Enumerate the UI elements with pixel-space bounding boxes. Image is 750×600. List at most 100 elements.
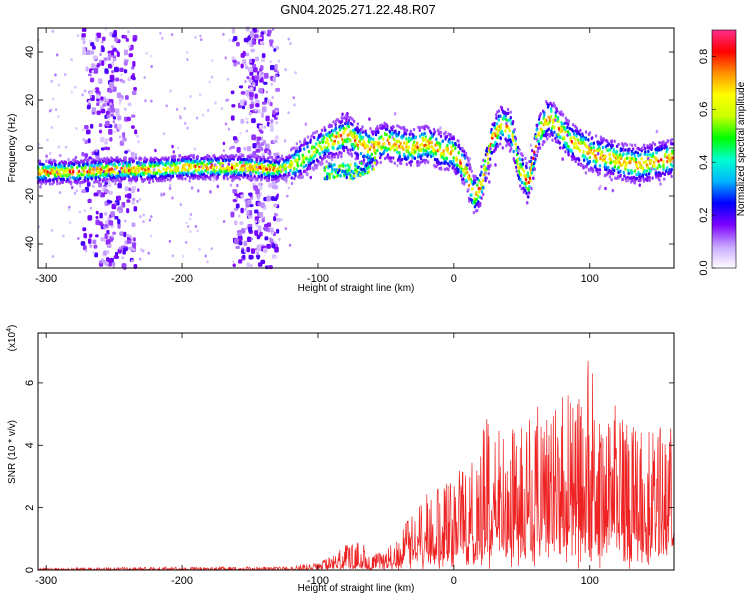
- spectrogram-cell: [467, 187, 470, 192]
- spectrogram-cell: [599, 184, 602, 189]
- spectrogram-cell: [170, 33, 174, 37]
- spectrogram-cell: [507, 126, 510, 130]
- spectrogram-cell: [395, 147, 399, 151]
- spectrogram-cell: [188, 166, 191, 170]
- spectrogram-cell: [445, 147, 449, 151]
- spectrogram-cell: [229, 170, 233, 175]
- spectrogram-cell: [168, 239, 172, 243]
- spectrogram-cell: [443, 161, 447, 165]
- spectrogram-cell: [257, 171, 260, 176]
- spectrogram-cell: [128, 157, 131, 161]
- spectrogram-cell: [501, 130, 504, 134]
- colorbar-tick-label: 0.6: [698, 102, 710, 117]
- spectrogram-cell: [98, 260, 103, 264]
- spectrogram-cell: [77, 169, 81, 174]
- spectrogram-cell: [194, 35, 197, 39]
- spectrogram-cell: [336, 173, 340, 177]
- spectrogram-cell: [221, 154, 224, 158]
- spectrogram-cell: [253, 167, 257, 171]
- spectrogram-cell: [104, 68, 109, 74]
- spectrogram-cell: [89, 94, 93, 98]
- spectrogram-cell: [479, 173, 482, 177]
- spectrogram-cell: [571, 123, 575, 127]
- spectrogram-cell: [245, 26, 250, 32]
- spectrogram-cell: [326, 154, 329, 159]
- spectrogram-cell: [625, 143, 629, 147]
- spectrogram-cell: [627, 171, 630, 176]
- spectrogram-cell: [289, 168, 292, 173]
- spectrogram-cell: [259, 124, 264, 130]
- spectrogram-cell: [443, 167, 447, 172]
- spectrogram-cell: [110, 167, 114, 171]
- spectrogram-cell: [514, 142, 517, 147]
- spectrogram-cell: [267, 176, 271, 180]
- spectrogram-cell: [143, 76, 146, 80]
- spectrogram-cell: [377, 144, 380, 149]
- spectrogram-cell: [91, 69, 95, 73]
- spectrogram-cell: [180, 169, 184, 173]
- spectrogram-cell: [348, 152, 351, 156]
- spectrogram-cell: [602, 138, 606, 142]
- spectrogram-cell: [123, 177, 126, 181]
- snr-x-tick-label: -200: [171, 575, 193, 587]
- spectrogram-cell: [249, 96, 254, 101]
- spectrogram-cell: [131, 125, 135, 129]
- spectrogram-cell: [346, 137, 349, 141]
- spectrogram-cell: [104, 224, 109, 228]
- spectrogram-cell: [273, 163, 277, 168]
- spectrogram-cell: [457, 143, 461, 147]
- spectrogram-cell: [186, 225, 190, 229]
- spectrogram-cell: [638, 147, 641, 152]
- spectrogram-cell: [128, 160, 131, 164]
- spectrogram-cell: [108, 190, 113, 195]
- spectrogram-cell: [306, 173, 309, 177]
- spectrogram-cell: [427, 144, 431, 148]
- spectrogram-cell: [123, 60, 128, 66]
- spectrogram-cell: [412, 140, 416, 144]
- spectrogram-cell: [81, 189, 86, 193]
- spectrogram-cell: [194, 174, 197, 178]
- spectrogram-cell: [108, 64, 113, 69]
- spectrogram-cell: [118, 246, 122, 250]
- spectrogram-cell: [666, 159, 669, 164]
- spectrogram-cell: [128, 187, 131, 192]
- spectrogram-cell: [479, 180, 482, 185]
- spectrogram-x-label: Height of straight line (km): [298, 283, 415, 294]
- spectrogram-cell: [399, 141, 402, 146]
- spectrogram-cell: [238, 241, 243, 246]
- spectrogram-cell: [190, 166, 193, 170]
- spectrogram-cell: [326, 146, 329, 150]
- spectrogram-cell: [262, 139, 266, 144]
- spectrogram-cell: [184, 168, 187, 172]
- snr-frame: [37, 332, 675, 571]
- spectrogram-cell: [244, 64, 248, 68]
- spectrogram-cell: [345, 175, 348, 180]
- spectrogram-cell: [359, 142, 362, 146]
- spectrogram-cell: [107, 183, 112, 188]
- spectrogram-cell: [332, 120, 335, 124]
- spectrogram-cell: [628, 142, 632, 147]
- spectrogram-cell: [254, 230, 258, 236]
- spectrogram-cell: [284, 173, 287, 177]
- spectrogram-cell: [256, 244, 262, 249]
- spectrogram-cell: [82, 40, 86, 45]
- spectrogram-cell: [255, 177, 258, 181]
- spectrogram-cell: [535, 134, 538, 138]
- spectrogram-cell: [231, 56, 236, 61]
- spectrogram-cell: [107, 234, 110, 238]
- spectrogram-cell: [367, 134, 371, 139]
- spectrogram-cell: [99, 212, 103, 219]
- spectrogram-cell: [354, 157, 357, 161]
- spectrogram-cell: [338, 168, 341, 172]
- spectrogram-cell: [421, 125, 424, 129]
- spectrogram-cell: [622, 177, 625, 181]
- spectrogram-y-tick-label: 40: [24, 46, 36, 58]
- spectrogram-cell: [333, 175, 336, 179]
- spectrogram-cell: [229, 146, 232, 150]
- spectrogram-cell: [414, 150, 417, 154]
- spectrogram-cell: [642, 170, 646, 174]
- spectrogram-cell: [323, 168, 326, 173]
- spectrogram-cell: [164, 163, 167, 167]
- spectrogram-cell: [286, 174, 289, 179]
- spectrogram-cell: [657, 177, 660, 181]
